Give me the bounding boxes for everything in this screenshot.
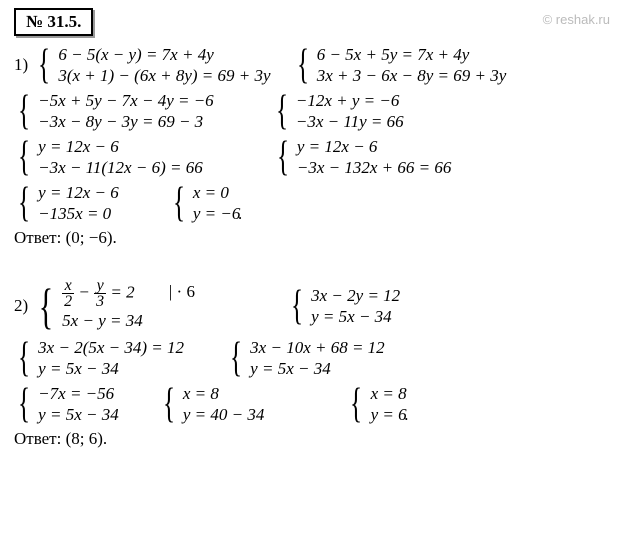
p2-sys3c: { x = 8 y = 6. bbox=[346, 383, 408, 425]
brace-icon: { bbox=[18, 93, 30, 129]
p1-sys4b: { x = 0 y = −6. bbox=[169, 182, 243, 224]
frac-den: 3 bbox=[94, 293, 106, 309]
eq-line: x 2 − y 3 = 2 | · 6 bbox=[62, 278, 195, 309]
eq-line: y = 5x − 34 bbox=[250, 358, 385, 379]
p2-answer: Ответ: (8; 6). bbox=[14, 429, 610, 449]
brace-icon: { bbox=[163, 386, 175, 422]
period: . bbox=[405, 405, 409, 424]
brace-icon: { bbox=[39, 284, 53, 328]
eq-line: y = −6. bbox=[193, 203, 243, 224]
p2-sys3b: { x = 8 y = 40 − 34 bbox=[159, 383, 265, 425]
period: . bbox=[238, 204, 242, 223]
p2-number: 2) bbox=[14, 296, 28, 316]
brace-icon: { bbox=[173, 185, 185, 221]
p2-step2: { 3x − 2(5x − 34) = 12 y = 5x − 34 { 3x … bbox=[14, 337, 610, 379]
eq-line: −3x − 11(12x − 6) = 66 bbox=[38, 157, 203, 178]
minus: − bbox=[78, 282, 94, 301]
p1-answer: Ответ: (0; −6). bbox=[14, 228, 610, 248]
p1-number: 1) bbox=[14, 55, 28, 75]
eq-line: x = 0 bbox=[193, 182, 243, 203]
eq-line: y = 5x − 34 bbox=[38, 404, 119, 425]
p2-sys1a: { x 2 − y 3 = 2 | · 6 5x − y = 34 bbox=[34, 278, 195, 333]
p1-step1: 1) { 6 − 5(x − y) = 7x + 4y 3(x + 1) − (… bbox=[14, 44, 610, 86]
brace-icon: { bbox=[291, 288, 303, 324]
copyright-text: © reshak.ru bbox=[543, 12, 610, 27]
brace-icon: { bbox=[18, 386, 30, 422]
eq-text: y = 6 bbox=[371, 405, 407, 424]
fraction: x 2 bbox=[62, 278, 74, 309]
p1-sys2b: { −12x + y = −6 −3x − 11y = 66 bbox=[272, 90, 404, 132]
eq-line: x = 8 bbox=[183, 383, 265, 404]
problem-number: № 31.5. bbox=[26, 12, 81, 31]
p2-sys2a: { 3x − 2(5x − 34) = 12 y = 5x − 34 bbox=[14, 337, 184, 379]
problem-1: 1) { 6 − 5(x − y) = 7x + 4y 3(x + 1) − (… bbox=[14, 44, 610, 248]
frac-num: y bbox=[95, 278, 106, 293]
eq-line: x = 8 bbox=[371, 383, 409, 404]
eq-line: −5x + 5y − 7x − 4y = −6 bbox=[38, 90, 214, 111]
eq-rest: = 2 bbox=[110, 282, 134, 301]
p1-sys3b: { y = 12x − 6 −3x − 132x + 66 = 66 bbox=[273, 136, 452, 178]
problem-number-box: № 31.5. bbox=[14, 8, 93, 36]
eq-line: −7x = −56 bbox=[38, 383, 119, 404]
eq-line: y = 40 − 34 bbox=[183, 404, 265, 425]
eq-line: −3x − 132x + 66 = 66 bbox=[297, 157, 451, 178]
problem-2: 2) { x 2 − y 3 = 2 | · 6 5x − y bbox=[14, 278, 610, 449]
eq-line: −12x + y = −6 bbox=[296, 90, 404, 111]
mult-note: | · 6 bbox=[169, 282, 195, 301]
p1-step2: { −5x + 5y − 7x − 4y = −6 −3x − 8y − 3y … bbox=[14, 90, 610, 132]
eq-text: y = −6 bbox=[193, 204, 241, 223]
answer-value: (0; −6). bbox=[66, 228, 117, 247]
eq-line: −135x = 0 bbox=[38, 203, 119, 224]
frac-den: 2 bbox=[62, 293, 74, 309]
eq-line: y = 12x − 6 bbox=[297, 136, 451, 157]
eq-line: y = 5x − 34 bbox=[38, 358, 184, 379]
eq-line: 6 − 5(x − y) = 7x + 4y bbox=[58, 44, 270, 65]
eq-line: 6 − 5x + 5y = 7x + 4y bbox=[317, 44, 507, 65]
p1-step4: { y = 12x − 6 −135x = 0 { x = 0 y = −6. bbox=[14, 182, 610, 224]
eq-line: y = 6. bbox=[371, 404, 409, 425]
eq-line: 3x − 10x + 68 = 12 bbox=[250, 337, 385, 358]
p2-sys3a: { −7x = −56 y = 5x − 34 bbox=[14, 383, 119, 425]
eq-line: 5x − y = 34 bbox=[62, 309, 195, 333]
p2-step1: 2) { x 2 − y 3 = 2 | · 6 5x − y bbox=[14, 278, 610, 333]
brace-icon: { bbox=[18, 185, 30, 221]
eq-line: 3x + 3 − 6x − 8y = 69 + 3y bbox=[317, 65, 507, 86]
brace-icon: { bbox=[276, 93, 288, 129]
eq-line: y = 12x − 6 bbox=[38, 182, 119, 203]
answer-label: Ответ: bbox=[14, 228, 66, 247]
eq-line: 3x − 2y = 12 bbox=[311, 285, 400, 306]
p1-step3: { y = 12x − 6 −3x − 11(12x − 6) = 66 { y… bbox=[14, 136, 610, 178]
brace-icon: { bbox=[297, 47, 309, 83]
brace-icon: { bbox=[230, 340, 242, 376]
brace-icon: { bbox=[38, 47, 50, 83]
eq-line: y = 12x − 6 bbox=[38, 136, 203, 157]
fraction: y 3 bbox=[94, 278, 106, 309]
answer-label: Ответ: bbox=[14, 429, 66, 448]
p1-sys4a: { y = 12x − 6 −135x = 0 bbox=[14, 182, 119, 224]
eq-line: y = 5x − 34 bbox=[311, 306, 400, 327]
brace-icon: { bbox=[18, 139, 30, 175]
eq-line: −3x − 8y − 3y = 69 − 3 bbox=[38, 111, 214, 132]
p2-sys2b: { 3x − 10x + 68 = 12 y = 5x − 34 bbox=[226, 337, 385, 379]
p2-step3: { −7x = −56 y = 5x − 34 { x = 8 y = 40 −… bbox=[14, 383, 610, 425]
eq-line: 3x − 2(5x − 34) = 12 bbox=[38, 337, 184, 358]
brace-icon: { bbox=[18, 340, 30, 376]
eq-line: −3x − 11y = 66 bbox=[296, 111, 404, 132]
p2-sys1b: { 3x − 2y = 12 y = 5x − 34 bbox=[287, 285, 400, 327]
p1-sys2a: { −5x + 5y − 7x − 4y = −6 −3x − 8y − 3y … bbox=[14, 90, 214, 132]
p1-sys1b: { 6 − 5x + 5y = 7x + 4y 3x + 3 − 6x − 8y… bbox=[293, 44, 507, 86]
p1-sys1a: { 6 − 5(x − y) = 7x + 4y 3(x + 1) − (6x … bbox=[34, 44, 270, 86]
brace-icon: { bbox=[277, 139, 289, 175]
eq-line: 3(x + 1) − (6x + 8y) = 69 + 3y bbox=[58, 65, 270, 86]
brace-icon: { bbox=[350, 386, 362, 422]
p1-sys3a: { y = 12x − 6 −3x − 11(12x − 6) = 66 bbox=[14, 136, 203, 178]
answer-value: (8; 6). bbox=[66, 429, 108, 448]
frac-num: x bbox=[63, 278, 74, 293]
